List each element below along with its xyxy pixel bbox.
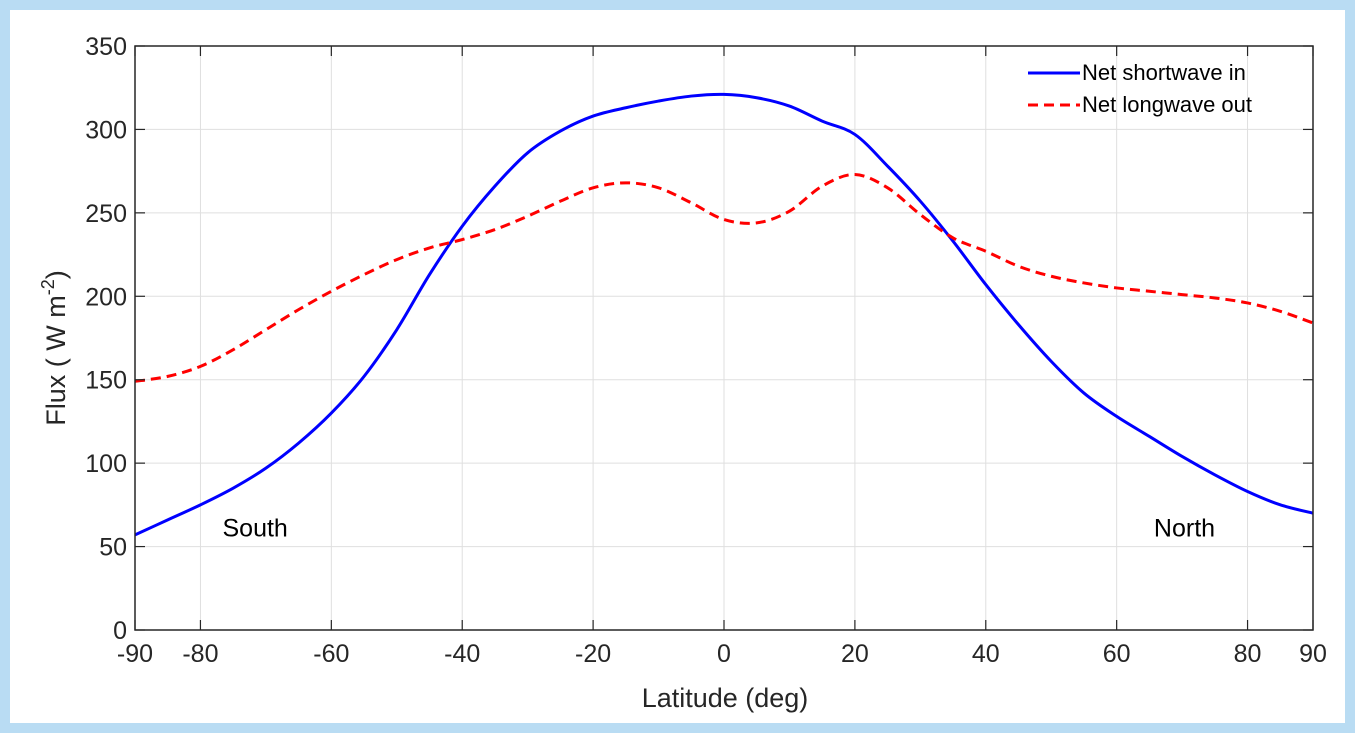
x-tick-label: -90 <box>117 640 153 668</box>
annotation-layer: South North <box>222 515 1215 543</box>
y-tick-label: 50 <box>99 534 127 562</box>
x-tick-label: 80 <box>1234 640 1262 668</box>
x-axis-title: Latitude (deg) <box>642 683 809 713</box>
x-tick-label: -80 <box>182 640 218 668</box>
x-tick-label: 60 <box>1103 640 1131 668</box>
y-axis-title-sup: -2 <box>38 279 58 295</box>
y-tick-label: 100 <box>85 450 127 478</box>
x-tick-label: 90 <box>1299 640 1327 668</box>
y-tick-label: 200 <box>85 283 127 311</box>
series-line-longwave <box>134 172 1314 383</box>
legend: Net shortwave in Net longwave out <box>1028 60 1252 117</box>
x-tick-label: -20 <box>575 640 611 668</box>
figure-frame: -90 -80 -60 -40 -20 0 20 40 60 80 90 0 50 100 150 200 25… <box>10 10 1345 723</box>
legend-label-longwave: Net longwave out <box>1082 92 1252 117</box>
annotation-south: South <box>222 515 287 543</box>
x-tick-label: -40 <box>444 640 480 668</box>
x-tick-label: 40 <box>972 640 1000 668</box>
y-tick-label: 250 <box>85 200 127 228</box>
y-tick-label: 0 <box>113 617 127 645</box>
series-layer <box>134 92 1314 537</box>
annotation-north: North <box>1154 515 1215 543</box>
x-tick-label: 0 <box>717 640 731 668</box>
y-tick-label: 300 <box>85 116 127 144</box>
x-tick-label: -60 <box>313 640 349 668</box>
y-axis-title: Flux ( W m-2) <box>38 270 71 426</box>
tick-layer: -90 -80 -60 -40 -20 0 20 40 60 80 90 0 50 100 150 200 25… <box>85 33 1327 668</box>
y-tick-label: 150 <box>85 367 127 395</box>
x-tick-label: 20 <box>841 640 869 668</box>
series-line-shortwave <box>134 92 1314 537</box>
legend-label-shortwave: Net shortwave in <box>1082 60 1246 85</box>
y-axis-title-tail: ) <box>41 270 71 279</box>
y-tick-label: 350 <box>85 33 127 61</box>
grid-layer <box>134 45 1314 631</box>
flux-chart: -90 -80 -60 -40 -20 0 20 40 60 80 90 0 50 100 150 200 25… <box>38 33 1327 713</box>
y-axis-title-main: Flux ( W m <box>41 295 71 425</box>
